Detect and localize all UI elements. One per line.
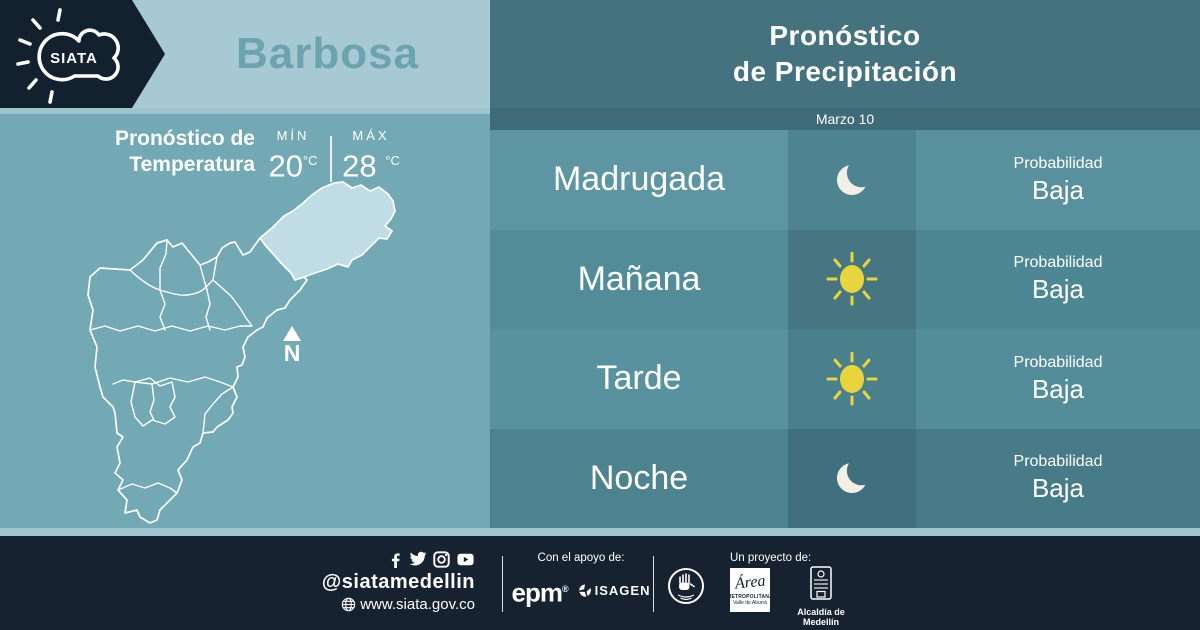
- epm-logo: epm®: [511, 577, 569, 608]
- probability-cell: Probabilidad Baja: [916, 229, 1200, 329]
- map-panel: Pronóstico de Temperatura MÍN 20°C MÁX 2…: [0, 114, 490, 528]
- facebook-icon[interactable]: [386, 551, 403, 568]
- temp-max-label: MÁX: [352, 128, 390, 143]
- website-link[interactable]: www.siata.gov.co: [320, 596, 475, 613]
- sun-icon: [826, 252, 878, 306]
- probability-cell: Probabilidad Baja: [916, 130, 1200, 230]
- website-url: www.siata.gov.co: [360, 596, 475, 613]
- area-sub-text1: METROPOLITANA: [730, 593, 770, 600]
- moon-icon: [836, 165, 866, 195]
- alcaldia-logo: Alcaldía de Medellín: [778, 566, 864, 627]
- period-cell: Mañana: [490, 229, 788, 329]
- precip-title-line2: de Precipitación: [732, 56, 958, 87]
- alcaldia-emblem-icon: [810, 566, 832, 600]
- weather-icon-cell: [788, 229, 916, 329]
- isagen-glyph-icon: [578, 584, 591, 598]
- forecast-row-manana: Mañana Probabilidad Baja: [490, 229, 1200, 329]
- separator-strip: [0, 108, 490, 114]
- isagen-label: ISAGEN: [594, 583, 651, 599]
- support-label: Con el apoyo de:: [537, 552, 625, 564]
- forecast-row-tarde: Tarde Probabilidad Baja: [490, 329, 1200, 429]
- period-cell: Madrugada: [490, 130, 788, 230]
- probability-cell: Probabilidad Baja: [916, 329, 1200, 429]
- precipitation-header: Pronóstico de Precipitación: [490, 0, 1200, 108]
- aburra-valley-map: [87, 181, 396, 524]
- support-block: Con el apoyo de: epm® ISAGEN: [512, 552, 650, 606]
- probability-value: Baja: [1031, 373, 1085, 404]
- temp-min: MÍN 20°C: [262, 128, 324, 184]
- period-label: Mañana: [577, 259, 701, 298]
- twitter-icon[interactable]: [409, 550, 427, 568]
- forecast-date: Marzo 10: [815, 111, 875, 127]
- temp-min-unit: °C: [302, 153, 318, 168]
- municipality-title: Barbosa: [235, 29, 420, 78]
- brand-block: SIATA: [0, 0, 165, 108]
- moon-icon: [836, 463, 866, 494]
- siata-logo: SIATA: [16, 8, 120, 104]
- instagram-icon[interactable]: [433, 550, 450, 568]
- area-sub-text2: Valle de Aburrá: [733, 599, 767, 606]
- period-cell: Tarde: [490, 329, 788, 429]
- probability-value: Baja: [1031, 274, 1085, 304]
- weather-icon-cell: [788, 428, 916, 528]
- temp-max-unit: °C: [385, 153, 400, 168]
- period-label: Noche: [589, 458, 689, 497]
- temp-divider: [330, 136, 332, 182]
- forecast-row-madrugada: Madrugada Probabilidad Baja: [490, 130, 1200, 230]
- area-metropolitana-logo: Área METROPOLITANA Valle de Aburrá: [730, 568, 770, 612]
- project-label: Un proyecto de:: [730, 552, 812, 564]
- forecast-table: Madrugada Probabilidad Baja Mañana Proba…: [490, 130, 1200, 528]
- north-indicator: N: [272, 326, 312, 365]
- temp-title-line1: Pronóstico de: [114, 127, 255, 150]
- project-block: Un proyecto de:: [730, 552, 811, 564]
- youtube-icon[interactable]: [456, 551, 475, 568]
- period-label: Tarde: [596, 359, 682, 398]
- weather-icon-cell: [788, 329, 916, 429]
- siata-logo-text: SIATA: [50, 50, 98, 67]
- area-script-text: Área: [733, 571, 767, 593]
- probability-value: Baja: [1031, 174, 1085, 205]
- probability-label: Probabilidad: [1013, 453, 1103, 470]
- north-arrow-icon: [283, 326, 301, 341]
- social-handle: @siatamedellin: [321, 571, 475, 593]
- probability-cell: Probabilidad Baja: [916, 428, 1200, 528]
- probability-label: Probabilidad: [1013, 353, 1103, 371]
- footer-divider: [653, 556, 654, 612]
- temperature-title: Pronóstico de Temperatura: [30, 126, 255, 178]
- temp-min-value: 20: [268, 148, 303, 184]
- footer: @siatamedellin www.siata.gov.co Con el a…: [0, 536, 1200, 630]
- forecast-row-noche: Noche Probabilidad Baja: [490, 428, 1200, 528]
- temp-min-label: MÍN: [276, 128, 310, 143]
- probability-label: Probabilidad: [1013, 154, 1103, 172]
- alcaldia-label: Alcaldía de Medellín: [797, 607, 845, 627]
- globe-icon: [341, 597, 356, 612]
- separator-strip: [0, 528, 1200, 536]
- temp-title-line2: Temperatura: [129, 153, 255, 176]
- north-label: N: [283, 340, 301, 366]
- sun-icon: [826, 351, 878, 406]
- university-seal-icon: [668, 568, 704, 604]
- temp-max-value: 28: [342, 148, 377, 184]
- precip-title-line1: Pronóstico: [769, 20, 921, 51]
- social-block: @siatamedellin www.siata.gov.co: [320, 550, 475, 613]
- isagen-logo: ISAGEN: [577, 583, 651, 598]
- weather-icon-cell: [788, 130, 916, 230]
- footer-divider: [502, 556, 503, 612]
- probability-value: Baja: [1031, 473, 1085, 503]
- period-cell: Noche: [490, 428, 788, 528]
- temp-max: MÁX 28 °C: [338, 128, 404, 184]
- period-label: Madrugada: [552, 160, 725, 199]
- probability-label: Probabilidad: [1013, 254, 1103, 271]
- date-band: Marzo 10: [490, 108, 1200, 130]
